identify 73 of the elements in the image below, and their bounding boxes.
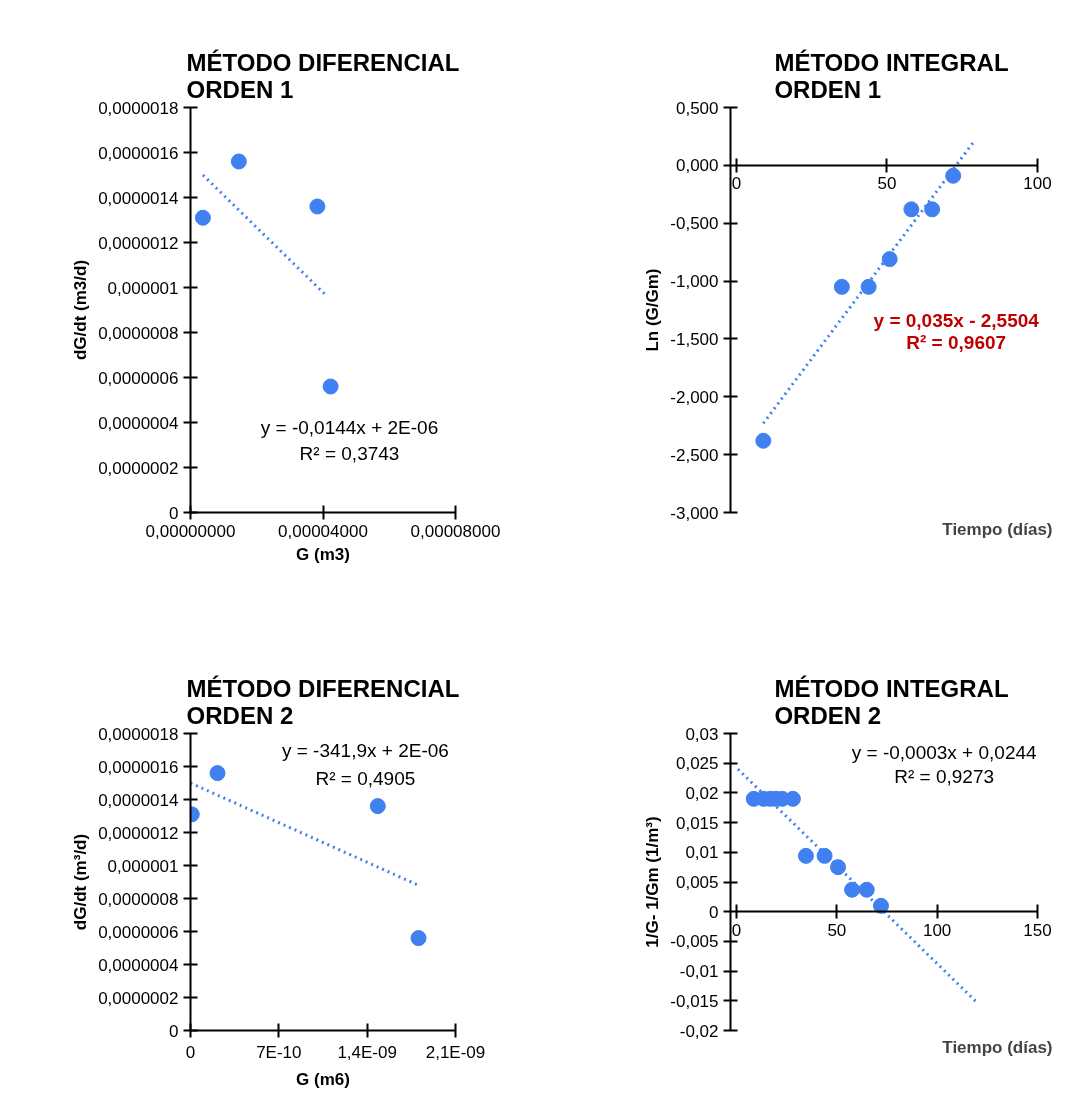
y-tick-label: 0,0000004 bbox=[98, 955, 179, 975]
y-tick-label: 0 bbox=[709, 902, 719, 922]
y-tick-label: 0,015 bbox=[675, 813, 719, 833]
y-tick-label: 0 bbox=[169, 1021, 179, 1041]
y-tick-label: 0,0000016 bbox=[98, 143, 179, 163]
y-tick-label: 0,000001 bbox=[107, 278, 179, 298]
y-tick-label: -3,000 bbox=[670, 503, 719, 523]
x-axis-title: Tiempo (días) bbox=[942, 519, 1053, 539]
y-tick-label: 0,0000008 bbox=[98, 323, 179, 343]
x-tick-label: 100 bbox=[1023, 174, 1052, 194]
y-tick-label: 0,0000006 bbox=[98, 922, 179, 942]
y-tick-label: 0,0000006 bbox=[98, 368, 179, 388]
y-tick-label: -2,500 bbox=[670, 445, 719, 465]
x-axis-title: G (m3) bbox=[296, 544, 350, 564]
y-tick-label: 0,0000012 bbox=[98, 233, 179, 253]
y-tick-label: 0,0000016 bbox=[98, 757, 179, 777]
y-tick-label: 0,0000018 bbox=[98, 724, 179, 744]
y-tick-label: 0,01 bbox=[685, 843, 719, 863]
annotation: R² = 0,9273 bbox=[894, 765, 995, 787]
x-tick-label: 0,00008000 bbox=[410, 521, 501, 541]
x-tick-label: 150 bbox=[1023, 920, 1052, 940]
y-tick-label: 0,000001 bbox=[107, 856, 179, 876]
chart-title: MÉTODO DIFERENCIAL ORDEN 2 bbox=[186, 674, 460, 729]
y-tick-label: 0,500 bbox=[675, 98, 719, 118]
y-tick-label: -0,015 bbox=[670, 991, 719, 1011]
y-axis-title: 1/G- 1/Gm (1/m³) bbox=[643, 816, 663, 948]
x-tick-label: 0 bbox=[185, 1042, 196, 1062]
x-tick-label: 0,00004000 bbox=[278, 521, 368, 541]
x-tick-label: 100 bbox=[922, 920, 952, 940]
annotation: y = -0,0003x + 0,0244 bbox=[851, 742, 1038, 764]
annotation: R² = 0,3743 bbox=[299, 443, 400, 465]
x-tick-label: 2,1E-09 bbox=[425, 1042, 486, 1062]
y-tick-label: 0,025 bbox=[675, 754, 719, 774]
x-axis-title: Tiempo (días) bbox=[942, 1037, 1053, 1057]
x-tick-label: 7E-10 bbox=[256, 1042, 302, 1062]
y-tick-label: 0,0000002 bbox=[98, 988, 179, 1008]
annotation: y = -0,0144x + 2E-06 bbox=[260, 416, 439, 438]
y-tick-label: -0,02 bbox=[679, 1021, 719, 1041]
y-axis-title: dG/dt (m3/d) bbox=[71, 259, 91, 361]
annotation: R² = 0,9607 bbox=[906, 332, 1007, 354]
x-tick-label: 0 bbox=[731, 174, 742, 194]
y-tick-label: 0 bbox=[169, 503, 179, 523]
x-tick-label: 50 bbox=[827, 920, 847, 940]
annotation: R² = 0,4905 bbox=[315, 767, 416, 789]
y-tick-label: 0,0000012 bbox=[98, 823, 179, 843]
annotation: y = 0,035x - 2,5504 bbox=[873, 310, 1040, 332]
y-tick-label: 0,0000014 bbox=[98, 188, 179, 208]
y-tick-label: 0,0000018 bbox=[98, 98, 179, 118]
y-tick-label: -1,000 bbox=[670, 272, 719, 292]
y-tick-label: 0,0000002 bbox=[98, 458, 179, 478]
y-tick-label: 0,03 bbox=[685, 724, 719, 744]
y-tick-label: 0,005 bbox=[675, 873, 719, 892]
y-tick-label: 0,0000008 bbox=[98, 889, 179, 909]
y-tick-label: 0,02 bbox=[685, 783, 719, 803]
chart-title: MÉTODO INTEGRAL ORDEN 1 bbox=[774, 48, 1009, 103]
y-tick-label: 0,0000004 bbox=[98, 413, 179, 433]
x-tick-label: 0,00000000 bbox=[145, 521, 236, 541]
chart-title: MÉTODO DIFERENCIAL ORDEN 1 bbox=[186, 48, 460, 103]
y-tick-label: -1,500 bbox=[670, 329, 719, 349]
x-tick-label: 1,4E-09 bbox=[337, 1042, 397, 1062]
y-tick-label: -0,500 bbox=[670, 214, 719, 234]
x-tick-label: 50 bbox=[877, 174, 897, 194]
y-tick-label: -0,01 bbox=[679, 962, 719, 982]
chart-title: MÉTODO INTEGRAL ORDEN 2 bbox=[774, 674, 1009, 729]
y-tick-label: -2,000 bbox=[670, 387, 719, 407]
y-tick-label: 0,000 bbox=[675, 156, 719, 176]
y-axis-title: dG/dt (m³/d) bbox=[71, 833, 91, 931]
x-tick-label: 0 bbox=[731, 920, 742, 940]
y-tick-label: 0,0000014 bbox=[98, 790, 179, 810]
annotation: y = -341,9x + 2E-06 bbox=[281, 739, 449, 761]
x-axis-title: G (m6) bbox=[296, 1069, 350, 1089]
y-axis-title: Ln (G/Gm) bbox=[643, 268, 663, 352]
y-tick-label: -0,005 bbox=[670, 932, 719, 952]
